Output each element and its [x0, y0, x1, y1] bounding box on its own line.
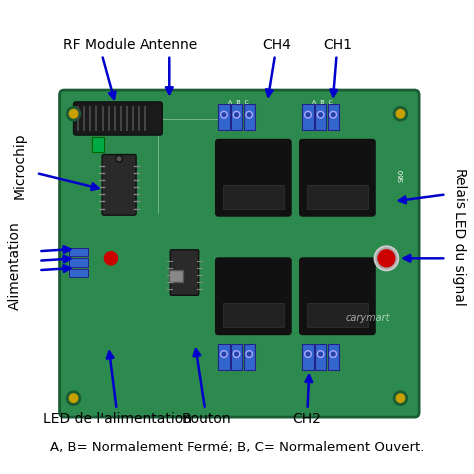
Circle shape [66, 107, 81, 121]
FancyBboxPatch shape [73, 102, 162, 135]
FancyBboxPatch shape [244, 344, 255, 370]
Circle shape [330, 111, 337, 118]
Text: CH4: CH4 [262, 38, 291, 96]
FancyBboxPatch shape [307, 185, 368, 209]
FancyBboxPatch shape [69, 269, 88, 277]
FancyBboxPatch shape [92, 137, 104, 152]
Circle shape [306, 352, 310, 356]
Circle shape [233, 351, 240, 357]
FancyBboxPatch shape [244, 104, 255, 130]
Circle shape [319, 113, 322, 117]
Circle shape [396, 109, 405, 118]
FancyBboxPatch shape [328, 344, 339, 370]
FancyBboxPatch shape [315, 344, 326, 370]
Circle shape [221, 351, 227, 357]
Circle shape [69, 394, 78, 402]
Text: S60: S60 [398, 169, 404, 182]
FancyBboxPatch shape [307, 303, 368, 327]
Text: A  B  C: A B C [228, 100, 248, 105]
Circle shape [235, 113, 238, 117]
Circle shape [393, 391, 408, 405]
Circle shape [319, 352, 322, 356]
FancyBboxPatch shape [328, 104, 339, 130]
FancyBboxPatch shape [102, 155, 136, 215]
Circle shape [306, 113, 310, 117]
Circle shape [305, 111, 311, 118]
Circle shape [69, 109, 78, 118]
FancyBboxPatch shape [216, 140, 291, 216]
Text: Antenne: Antenne [140, 38, 199, 94]
FancyBboxPatch shape [219, 344, 229, 370]
FancyBboxPatch shape [302, 344, 314, 370]
Circle shape [378, 250, 395, 267]
FancyBboxPatch shape [302, 104, 314, 130]
Text: CH1: CH1 [323, 38, 352, 96]
Text: Alimentation: Alimentation [8, 221, 22, 310]
Circle shape [247, 352, 251, 356]
FancyBboxPatch shape [223, 185, 284, 209]
Circle shape [374, 246, 399, 271]
FancyBboxPatch shape [69, 248, 88, 256]
Circle shape [317, 351, 324, 357]
Circle shape [104, 252, 118, 265]
Circle shape [117, 157, 121, 161]
Circle shape [317, 111, 324, 118]
Circle shape [331, 352, 335, 356]
Text: LED du signal: LED du signal [452, 211, 466, 306]
Circle shape [233, 111, 240, 118]
Circle shape [246, 111, 253, 118]
Text: A, B= Normalement Fermé; B, C= Normalement Ouvert.: A, B= Normalement Fermé; B, C= Normaleme… [50, 441, 424, 455]
Circle shape [331, 113, 335, 117]
Circle shape [247, 113, 251, 117]
FancyBboxPatch shape [300, 140, 375, 216]
Text: CH2: CH2 [292, 375, 321, 427]
Text: carymart: carymart [346, 312, 390, 323]
Text: Bouton: Bouton [182, 349, 231, 427]
Circle shape [330, 351, 337, 357]
FancyBboxPatch shape [300, 258, 375, 334]
FancyBboxPatch shape [169, 270, 183, 282]
Circle shape [221, 111, 227, 118]
FancyBboxPatch shape [60, 90, 419, 417]
Circle shape [305, 351, 311, 357]
FancyBboxPatch shape [219, 104, 229, 130]
Circle shape [222, 352, 226, 356]
Text: RF Module: RF Module [63, 38, 136, 99]
FancyBboxPatch shape [315, 104, 326, 130]
Text: A  B  C: A B C [312, 100, 333, 105]
Circle shape [393, 107, 408, 121]
FancyBboxPatch shape [231, 104, 242, 130]
Circle shape [376, 248, 397, 269]
FancyBboxPatch shape [223, 303, 284, 327]
FancyBboxPatch shape [69, 258, 88, 267]
Text: Relais: Relais [452, 169, 466, 210]
FancyBboxPatch shape [216, 258, 291, 334]
Circle shape [246, 351, 253, 357]
FancyBboxPatch shape [170, 250, 199, 295]
Circle shape [116, 155, 122, 162]
Circle shape [222, 113, 226, 117]
Text: LED de l'alimentation: LED de l'alimentation [44, 352, 192, 427]
Text: Microchip: Microchip [13, 133, 27, 199]
Circle shape [235, 352, 238, 356]
Circle shape [66, 391, 81, 405]
FancyBboxPatch shape [231, 344, 242, 370]
Circle shape [396, 394, 405, 402]
